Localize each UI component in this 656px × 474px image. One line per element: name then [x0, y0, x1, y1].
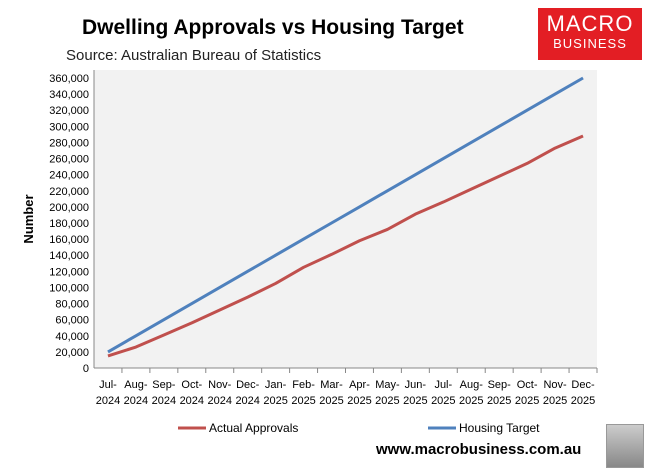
- y-tick-label: 0: [83, 363, 89, 375]
- y-tick-label: 100,000: [49, 282, 89, 294]
- y-tick-label: 300,000: [49, 121, 89, 133]
- y-tick-label: 340,000: [49, 89, 89, 101]
- x-tick-label: Sep-2024: [152, 379, 176, 407]
- logo-line1: MACRO: [546, 11, 634, 36]
- x-tick-label: Oct-2024: [180, 379, 204, 407]
- x-tick-label: Jul-2024: [96, 379, 120, 407]
- y-tick-label: 160,000: [49, 234, 89, 246]
- y-axis-label: Number: [21, 194, 36, 243]
- y-tick-label: 80,000: [55, 299, 89, 311]
- y-tick-label: 60,000: [55, 315, 89, 327]
- x-tick-label: Aug-2024: [124, 379, 148, 407]
- footer-url: www.macrobusiness.com.au: [376, 441, 582, 458]
- y-tick-label: 240,000: [49, 170, 89, 182]
- logo-line2: BUSINESS: [553, 36, 627, 51]
- chart-title: Dwelling Approvals vs Housing Target: [82, 16, 464, 39]
- legend-label: Housing Target: [459, 421, 540, 435]
- y-tick-label: 180,000: [49, 218, 89, 230]
- legend-label: Actual Approvals: [209, 421, 298, 435]
- y-tick-label: 200,000: [49, 202, 89, 214]
- x-tick-label: Dec-2025: [571, 379, 595, 407]
- y-tick-label: 120,000: [49, 266, 89, 278]
- y-tick-label: 320,000: [49, 105, 89, 117]
- x-tick-label: Aug-2025: [459, 379, 483, 407]
- x-tick-label: Sep-2025: [487, 379, 511, 407]
- y-tick-label: 220,000: [49, 186, 89, 198]
- y-tick-label: 40,000: [55, 331, 89, 343]
- wolf-logo-image: [606, 424, 644, 468]
- chart-subtitle: Source: Australian Bureau of Statistics: [66, 47, 322, 64]
- macrobusiness-logo: MACRO BUSINESS: [538, 8, 642, 60]
- series-line-actual-approvals: [107, 134, 584, 358]
- x-tick-label: Oct-2025: [515, 379, 539, 407]
- x-tick-label: Apr-2025: [347, 379, 371, 407]
- y-tick-label: 20,000: [55, 347, 89, 359]
- x-tick-label: Jan-2025: [263, 379, 287, 407]
- series-line-housing-target: [107, 76, 584, 354]
- y-tick-label: 260,000: [49, 154, 89, 166]
- x-tick-label: Jun-2025: [403, 379, 427, 407]
- x-tick-label: Feb-2025: [291, 379, 315, 407]
- x-tick-label: Mar-2025: [319, 379, 343, 407]
- y-tick-label: 360,000: [49, 73, 89, 85]
- x-tick-label: Jul-2025: [431, 379, 455, 407]
- y-tick-label: 280,000: [49, 137, 89, 149]
- x-tick-label: May-2025: [375, 379, 400, 407]
- x-tick-label: Nov-2024: [208, 379, 232, 407]
- x-tick-label: Dec-2024: [235, 379, 259, 407]
- y-tick-label: 140,000: [49, 250, 89, 262]
- x-tick-label: Nov-2025: [543, 379, 567, 407]
